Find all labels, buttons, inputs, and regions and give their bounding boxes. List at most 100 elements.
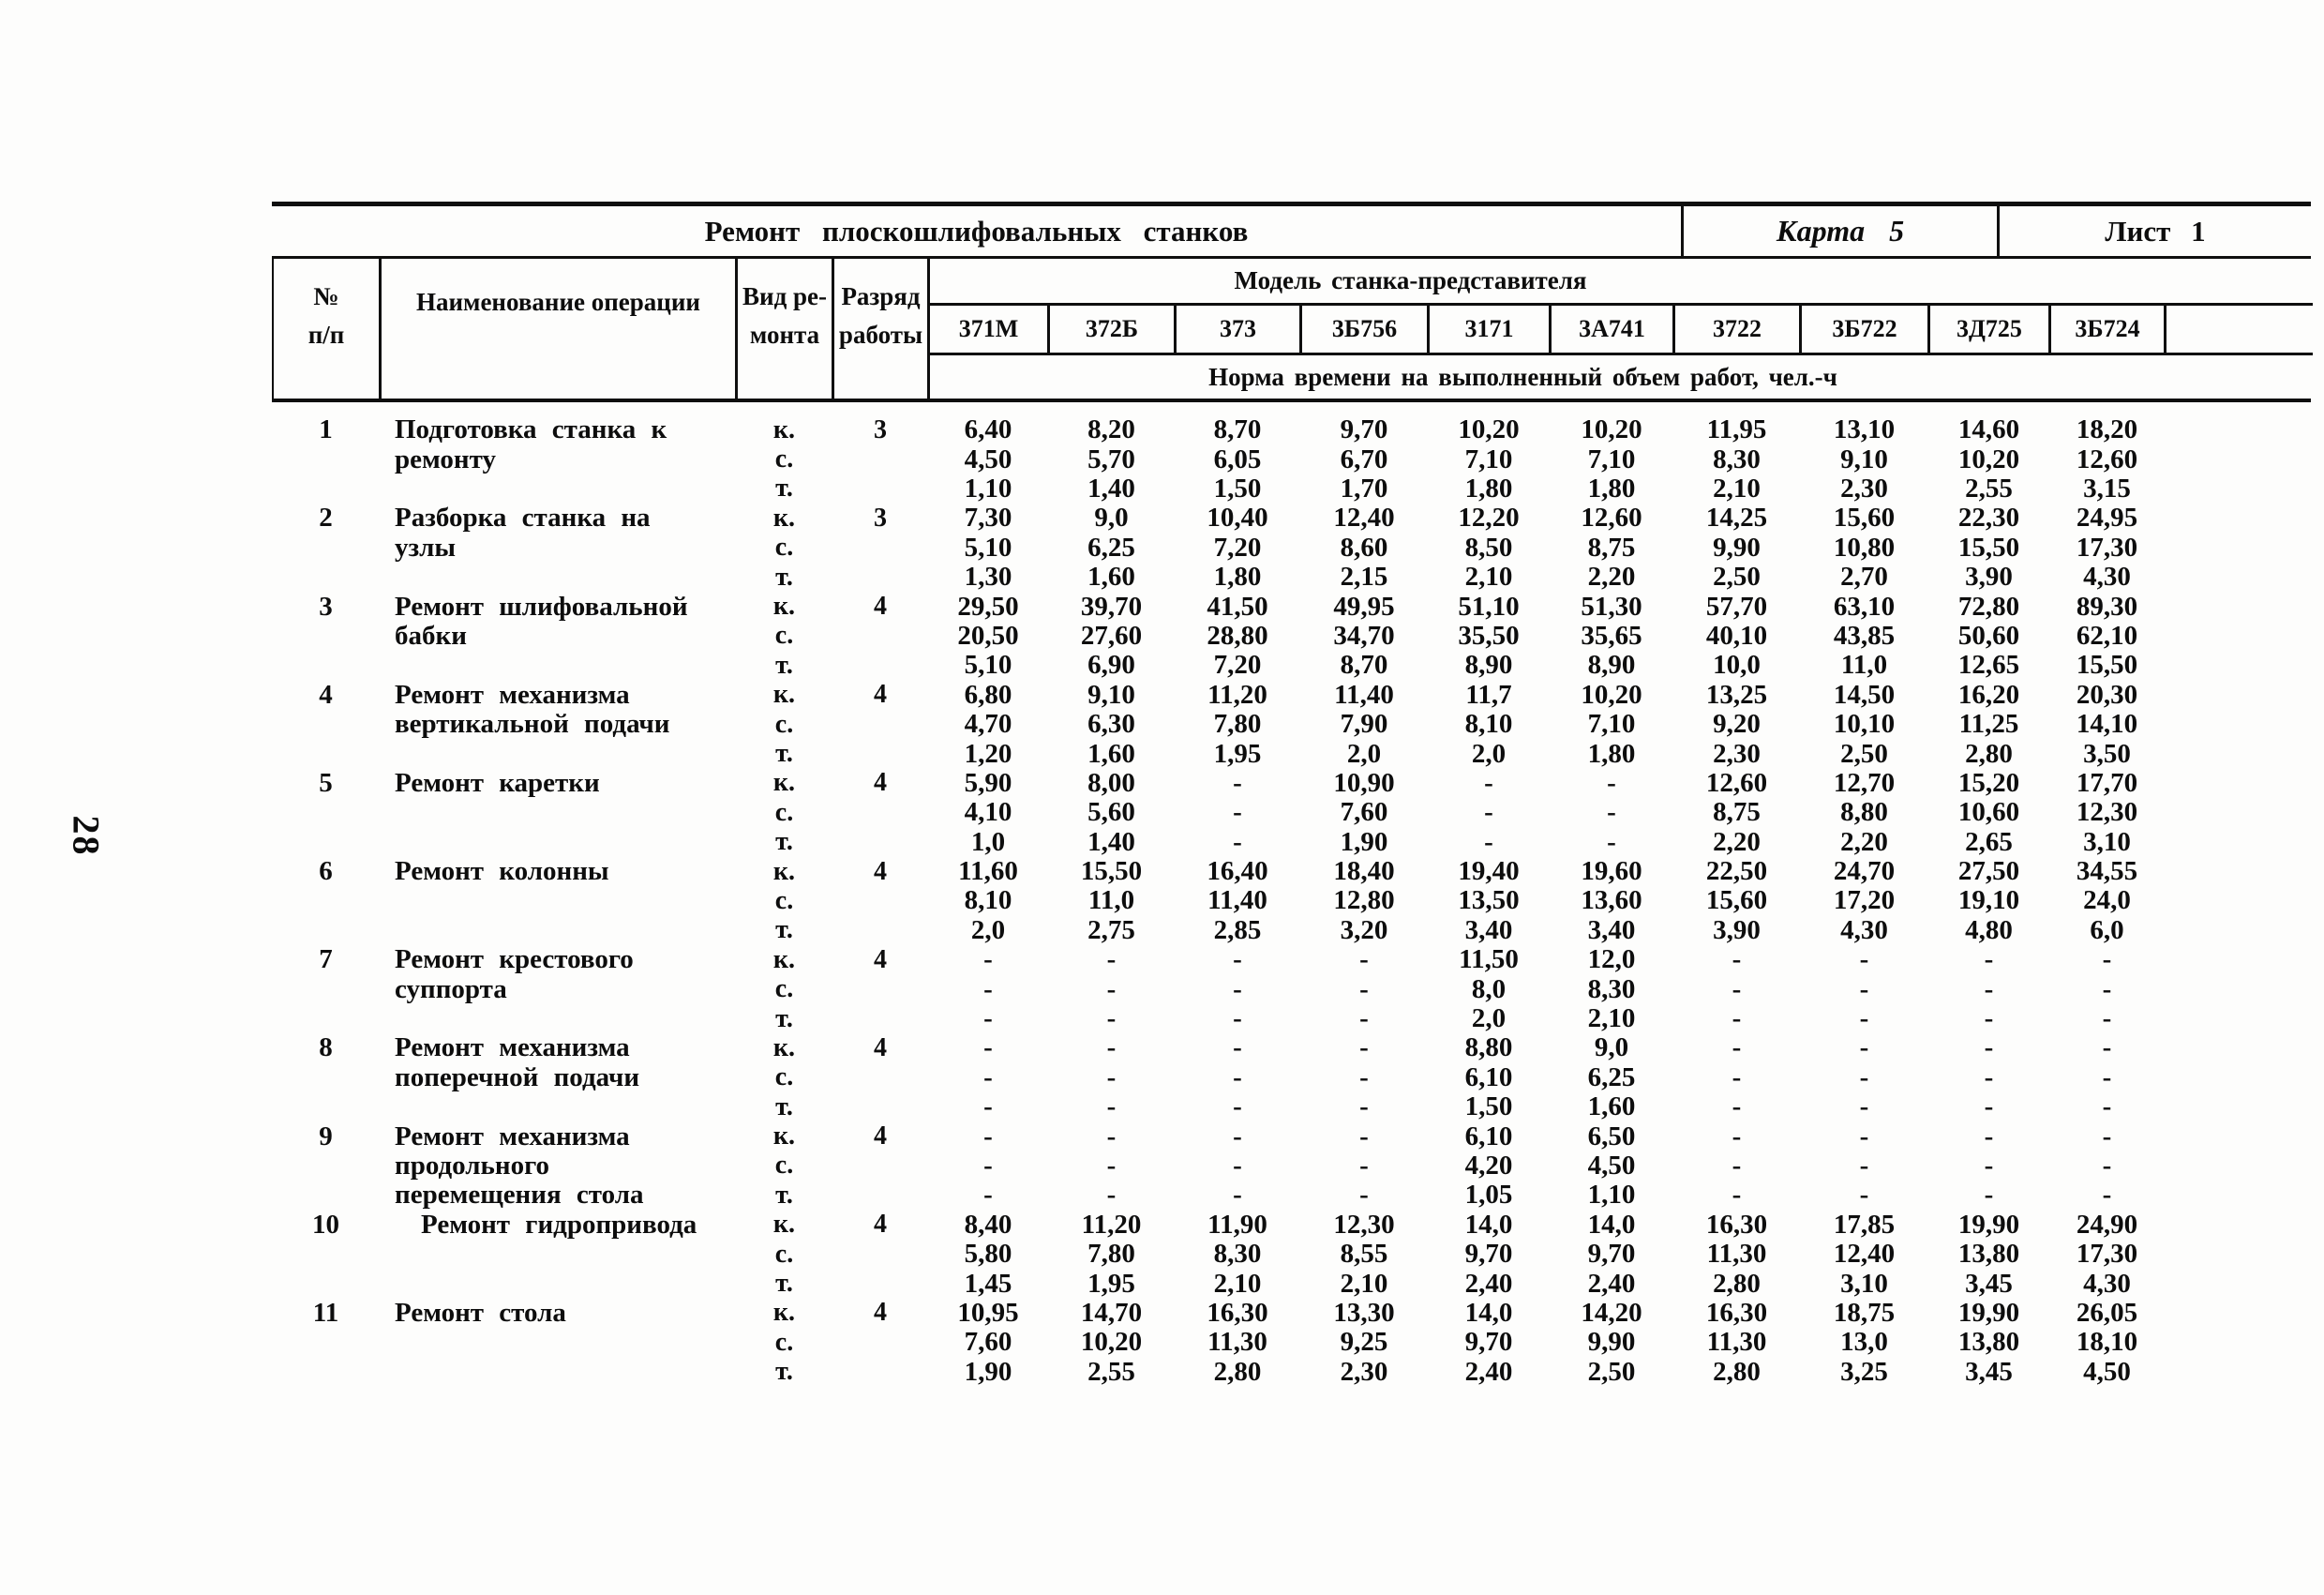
row-spacer bbox=[2165, 681, 2311, 769]
time-norm-values: 63,10 43,85 11,0 bbox=[1833, 591, 1896, 681]
repair-kind-header-line2: монта bbox=[749, 321, 820, 349]
row-spacer bbox=[2165, 769, 2311, 857]
row-number: 4 bbox=[319, 679, 333, 710]
time-norm-values: 16,30 11,30 2,80 bbox=[1705, 1297, 1768, 1387]
work-grade: 3 bbox=[874, 414, 887, 444]
time-norm-values: 29,50 20,50 5,10 bbox=[957, 591, 1019, 681]
time-norm-values: --- bbox=[1233, 767, 1242, 857]
time-norm-values: --- bbox=[1859, 1032, 1869, 1122]
time-norm-values: 12,30 8,55 2,10 bbox=[1333, 1209, 1395, 1299]
operation-row: 11 Ремонт стола к. с. т. 4 10,95 7,60 1,90 14,70 1… bbox=[272, 1297, 2311, 1387]
model-column-header: 3Б724 bbox=[2051, 306, 2167, 353]
model-group-label: Модель станка-представителя bbox=[930, 259, 2313, 306]
time-norm-values: 11,50 8,0 2,0 bbox=[1459, 944, 1519, 1034]
repair-kind-values: к. с. т. bbox=[772, 944, 796, 1033]
time-norm-values: 10,95 7,60 1,90 bbox=[957, 1297, 1019, 1387]
table-header-row: № п/п Наименование операции Вид ре- монт… bbox=[272, 259, 2313, 402]
time-norm-values: --- bbox=[1859, 944, 1869, 1034]
repair-kind-values: к. с. т. bbox=[772, 1298, 796, 1387]
time-norm-values: 9,0 6,25 1,60 bbox=[1087, 503, 1135, 593]
time-norm-values: 12,70 8,80 2,20 bbox=[1833, 767, 1896, 857]
time-norm-values: --- bbox=[1732, 1032, 1742, 1122]
time-norm-values: --- bbox=[1732, 944, 1742, 1034]
time-norm-values: --- bbox=[1359, 1121, 1369, 1211]
time-norm-values: --- bbox=[1106, 1032, 1117, 1122]
time-norm-values: --- bbox=[1484, 767, 1493, 857]
model-column-header: 3А741 bbox=[1552, 306, 1675, 353]
time-norm-values: 8,20 5,70 1,40 bbox=[1087, 414, 1135, 504]
time-norm-values: 14,0 9,70 2,40 bbox=[1464, 1209, 1513, 1299]
operation-name: Ремонт механизма поперечной подачи bbox=[395, 1032, 640, 1092]
time-norm-values: 22,50 15,60 3,90 bbox=[1705, 856, 1768, 945]
model-column-header: 3Б722 bbox=[1802, 306, 1930, 353]
table-title-band: Ремонт плоскошлифовальных станков Карта … bbox=[272, 202, 2311, 259]
num-header-line1: № bbox=[313, 282, 339, 310]
time-norm-values: 15,20 10,60 2,65 bbox=[1957, 767, 2020, 857]
time-norm-values: 8,40 5,80 1,45 bbox=[964, 1209, 1012, 1299]
time-norm-values: 72,80 50,60 12,65 bbox=[1957, 591, 2020, 681]
time-norm-values: 13,30 9,25 2,30 bbox=[1333, 1297, 1395, 1387]
time-norm-values: 39,70 27,60 6,90 bbox=[1080, 591, 1143, 681]
operation-row: 3 Ремонт шлифовальной бабки к. с. т. 4 29,50 20,… bbox=[272, 591, 2311, 681]
time-norm-values: --- bbox=[1106, 1121, 1117, 1211]
time-norm-values: 11,7 8,10 2,0 bbox=[1464, 679, 1513, 769]
operation-name: Ремонт стола bbox=[395, 1297, 566, 1328]
time-norm-values: 13,25 9,20 2,30 bbox=[1705, 679, 1768, 769]
repair-kind-values: к. с. т. bbox=[772, 503, 796, 592]
time-norm-values: 16,30 11,30 2,80 bbox=[1207, 1297, 1268, 1387]
operation-name: Ремонт колонны bbox=[395, 856, 609, 887]
time-norm-values: 51,30 35,65 8,90 bbox=[1581, 591, 1642, 681]
row-spacer bbox=[2165, 1033, 2311, 1121]
operation-name: Ремонт крестового суппорта bbox=[395, 944, 634, 1004]
time-norm-values: 19,60 13,60 3,40 bbox=[1581, 856, 1642, 945]
time-norm-values: 16,30 11,30 2,80 bbox=[1705, 1209, 1768, 1299]
sheet-number-cell: Лист 1 bbox=[2105, 214, 2206, 248]
work-grade: 4 bbox=[874, 1032, 887, 1062]
grade-header-line1: Разряд bbox=[841, 282, 921, 310]
time-norm-values: 27,50 19,10 4,80 bbox=[1957, 856, 2020, 945]
operation-row: 6 Ремонт колонны к. с. т. 4 11,60 8,10 2,0 15,50 1… bbox=[272, 856, 2311, 945]
time-norm-values: 12,40 8,60 2,15 bbox=[1333, 503, 1395, 593]
time-norm-values: --- bbox=[1359, 1032, 1369, 1122]
work-grade: 4 bbox=[874, 856, 887, 886]
time-norm-values: 14,0 9,70 2,40 bbox=[1587, 1209, 1636, 1299]
column-header-repair-kind: Вид ре- монта bbox=[738, 259, 834, 399]
model-column-header: 3Д725 bbox=[1930, 306, 2051, 353]
model-row-spacer bbox=[2167, 306, 2313, 353]
operation-row: 1 Подготовка станка к ремонту к. с. т. 3 6,40 4,… bbox=[272, 414, 2311, 504]
operation-row: 10 Ремонт гидропривода к. с. т. 4 8,40 5,80 1,45… bbox=[272, 1209, 2311, 1299]
repair-kind-values: к. с. т. bbox=[772, 856, 796, 945]
model-column-header: 372Б bbox=[1050, 306, 1177, 353]
time-norm-values: 8,70 6,05 1,50 bbox=[1213, 414, 1262, 504]
time-norm-values: 34,55 24,0 6,0 bbox=[2076, 856, 2138, 945]
time-norm-values: 9,70 6,70 1,70 bbox=[1340, 414, 1388, 504]
repair-kind-values: к. с. т. bbox=[772, 1210, 796, 1299]
time-norm-values: --- bbox=[1233, 1032, 1242, 1122]
work-grade: 4 bbox=[874, 680, 887, 710]
row-number: 9 bbox=[319, 1121, 333, 1151]
operation-name: Ремонт механизма вертикальной подачи bbox=[395, 679, 670, 740]
time-norm-values: 6,50 4,50 1,10 bbox=[1587, 1121, 1636, 1211]
row-spacer bbox=[2165, 945, 2311, 1033]
time-norm-values: --- bbox=[2102, 1032, 2112, 1122]
time-norm-values: 15,50 11,0 2,75 bbox=[1080, 856, 1143, 945]
model-columns-header-group: Модель станка-представителя 371М 372Б 373 3… bbox=[930, 259, 2313, 399]
repair-kind-values: к. с. т. bbox=[772, 414, 796, 504]
model-column-header: 371М bbox=[930, 306, 1050, 353]
time-norm-values: 11,90 8,30 2,10 bbox=[1207, 1209, 1267, 1299]
time-norm-values: --- bbox=[983, 1121, 993, 1211]
row-spacer bbox=[2165, 415, 2311, 504]
row-number: 8 bbox=[319, 1032, 333, 1063]
row-spacer bbox=[2165, 1211, 2311, 1299]
time-norm-values: --- bbox=[1233, 944, 1242, 1034]
row-spacer bbox=[2165, 1121, 2311, 1210]
time-norm-values: 12,20 8,50 2,10 bbox=[1458, 503, 1520, 593]
table-title: Ремонт плоскошлифовальных станков bbox=[704, 214, 1249, 248]
time-norm-values: --- bbox=[1984, 1032, 1994, 1122]
time-norm-values: 18,40 12,80 3,20 bbox=[1333, 856, 1395, 945]
repair-kind-values: к. с. т. bbox=[772, 1121, 796, 1210]
operation-row: 2 Разборка станка на узлы к. с. т. 3 7,30 5,10 1,… bbox=[272, 503, 2311, 593]
work-grade: 4 bbox=[874, 1121, 887, 1151]
time-norm-values: 6,10 4,20 1,05 bbox=[1464, 1121, 1513, 1211]
